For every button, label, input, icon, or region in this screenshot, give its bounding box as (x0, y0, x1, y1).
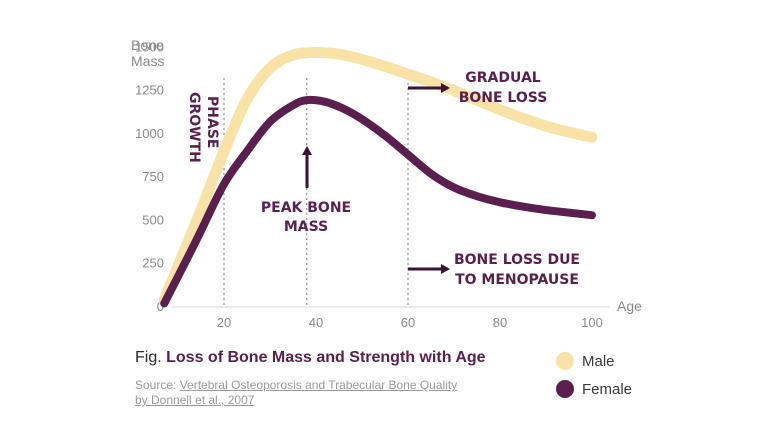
x-tick-label: 80 (493, 315, 507, 330)
growth-phase-text-line2: PHASE (204, 96, 220, 148)
y-axis-title-line1: Bone (131, 37, 164, 53)
y-tick-labels: 0 250 500 750 1000 1250 1500 (135, 39, 164, 314)
x-tick-label: 40 (309, 315, 323, 330)
gradual-bone-loss-text-line1: GRADUAL (465, 70, 541, 86)
legend-item-female: Female (556, 380, 632, 398)
y-tick-label: 1000 (135, 126, 164, 141)
legend-item-male: Male (556, 352, 615, 370)
x-tick-label: 60 (401, 315, 415, 330)
figure-caption: Fig. Loss of Bone Mass and Strength with… (135, 349, 486, 367)
legend-female-label: Female (582, 380, 633, 398)
source-link-line2[interactable]: by Donnell et al., 2007 (135, 393, 255, 407)
male-series-line (158, 46, 598, 306)
female-series-line (160, 95, 596, 308)
x-tick-labels: 20 40 60 80 100 (217, 315, 603, 330)
legend-female-swatch (556, 380, 574, 398)
y-tick-label: 0 (157, 299, 164, 314)
x-axis-title: Age (617, 298, 642, 314)
y-tick-label: 1500 (135, 39, 164, 54)
y-tick-label: 750 (142, 169, 164, 184)
peak-bone-mass-text-line2: MASS (284, 219, 328, 235)
x-tick-label: 100 (581, 315, 603, 330)
source-link-line1[interactable]: Vertebral Osteoporosis and Trabecular Bo… (179, 378, 458, 392)
growth-phase-text-line1: GROWTH (186, 92, 202, 163)
y-tick-label: 500 (142, 212, 164, 227)
peak-bone-mass-text-line1: PEAK BONE (261, 200, 351, 216)
source-label: Source: (135, 378, 177, 392)
y-axis-title-line2: Mass (131, 53, 164, 69)
legend-male-label: Male (582, 352, 615, 370)
bone-mass-chart: Bone Mass Age 0 250 500 750 1000 1250 1500 20 4… (131, 37, 642, 330)
source-citation: Source: Vertebral Osteoporosis and Trabe… (135, 378, 457, 408)
gradual-bone-loss-text-line2: BONE LOSS (459, 90, 548, 106)
caption-prefix: Fig. (135, 349, 162, 366)
growth-phase-annotation: GROWTH PHASE (186, 92, 220, 163)
y-tick-label: 1250 (135, 83, 164, 98)
legend-male-swatch (556, 352, 574, 370)
caption-title: Loss of Bone Mass and Strength with Age (166, 349, 486, 366)
menopause-bone-loss-text-line1: BONE LOSS DUE (454, 252, 580, 268)
x-tick-label: 20 (217, 315, 231, 330)
menopause-bone-loss-text-line2: TO MENOPAUSE (455, 272, 579, 288)
y-tick-label: 250 (142, 256, 164, 271)
reference-lines (223, 78, 409, 307)
